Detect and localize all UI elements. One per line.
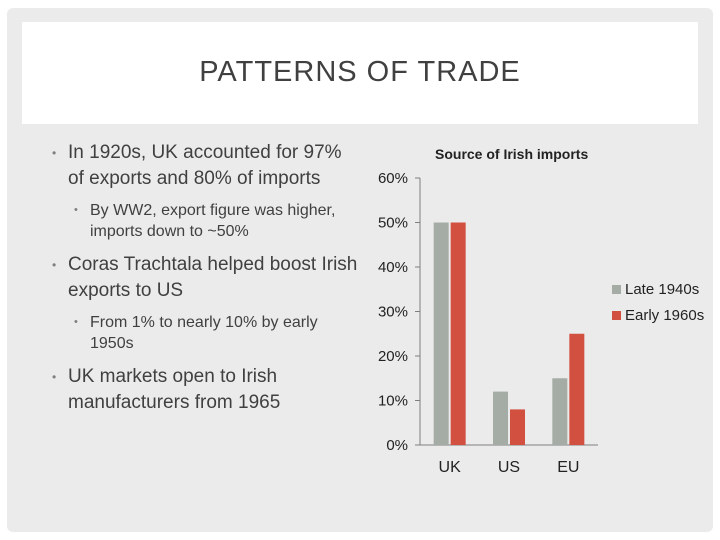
bar-eu-series-0 bbox=[552, 378, 568, 445]
chart-legend: Late 1940s Early 1960s bbox=[612, 280, 704, 332]
y-tick-label: 10% bbox=[378, 393, 408, 410]
bar-us-series-0 bbox=[493, 391, 508, 445]
bullet-item: UK markets open to Irish manufacturers f… bbox=[28, 364, 358, 416]
bar-chart: 0% 10% 20% 30% 40% 50% 60% UK US EU bbox=[378, 170, 598, 476]
legend-swatch bbox=[612, 311, 621, 320]
x-tick-label: UK bbox=[439, 459, 462, 476]
x-tick-label: US bbox=[498, 459, 520, 476]
y-tick-label: 30% bbox=[378, 304, 408, 321]
x-tick-label: EU bbox=[557, 459, 579, 476]
legend-swatch bbox=[612, 285, 621, 294]
bullet-item: Coras Trachtala helped boost Irish expor… bbox=[28, 252, 358, 304]
bar-us-series-1 bbox=[510, 409, 525, 445]
sub-bullet-item: From 1% to nearly 10% by early 1950s bbox=[28, 312, 358, 354]
sub-bullet-item: By WW2, export figure was higher, import… bbox=[28, 200, 358, 242]
y-tick-label: 40% bbox=[378, 259, 408, 276]
y-tick-label: 0% bbox=[386, 437, 408, 454]
y-tick-label: 60% bbox=[378, 170, 408, 187]
bar-uk-series-0 bbox=[433, 222, 449, 445]
bar-eu-series-1 bbox=[569, 333, 585, 445]
legend-label: Early 1960s bbox=[625, 307, 705, 324]
legend-label: Late 1940s bbox=[625, 281, 700, 298]
slide-title: PATTERNS OF TRADE bbox=[199, 56, 521, 88]
bullet-list: In 1920s, UK accounted for 97% of export… bbox=[28, 140, 358, 424]
legend-item-late-1940s: Late 1940s bbox=[612, 280, 704, 300]
legend-item-early-1960s: Early 1960s bbox=[612, 306, 704, 326]
y-tick-label: 20% bbox=[378, 348, 408, 365]
title-box: PATTERNS OF TRADE bbox=[22, 22, 698, 124]
bar-uk-series-1 bbox=[450, 222, 466, 445]
chart-title: Source of Irish imports bbox=[435, 146, 589, 162]
bullet-item: In 1920s, UK accounted for 97% of export… bbox=[28, 140, 358, 192]
y-tick-label: 50% bbox=[378, 215, 408, 232]
